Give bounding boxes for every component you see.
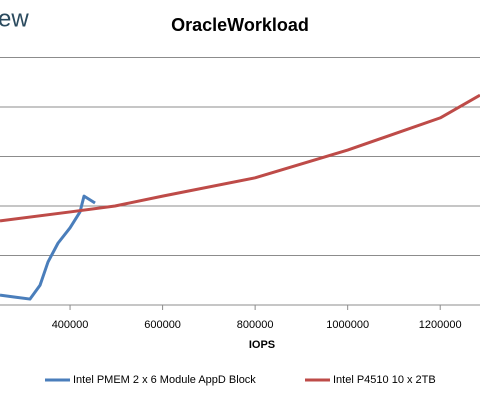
x-tick-label: 400000 xyxy=(52,319,89,331)
x-axis-label: IOPS xyxy=(249,339,275,351)
series-line xyxy=(0,93,480,223)
logo-text: ew xyxy=(0,5,29,32)
x-tick-label: 600000 xyxy=(144,319,181,331)
x-tick-label: 1200000 xyxy=(419,319,462,331)
legend-label: Intel PMEM 2 x 6 Module AppD Block xyxy=(73,374,256,386)
series-line xyxy=(0,194,96,301)
chart-title: OracleWorkload xyxy=(171,15,309,35)
x-tick-label: 1000000 xyxy=(326,319,369,331)
x-tick-label: 800000 xyxy=(237,319,274,331)
legend-label: Intel P4510 10 x 2TB xyxy=(333,374,436,386)
